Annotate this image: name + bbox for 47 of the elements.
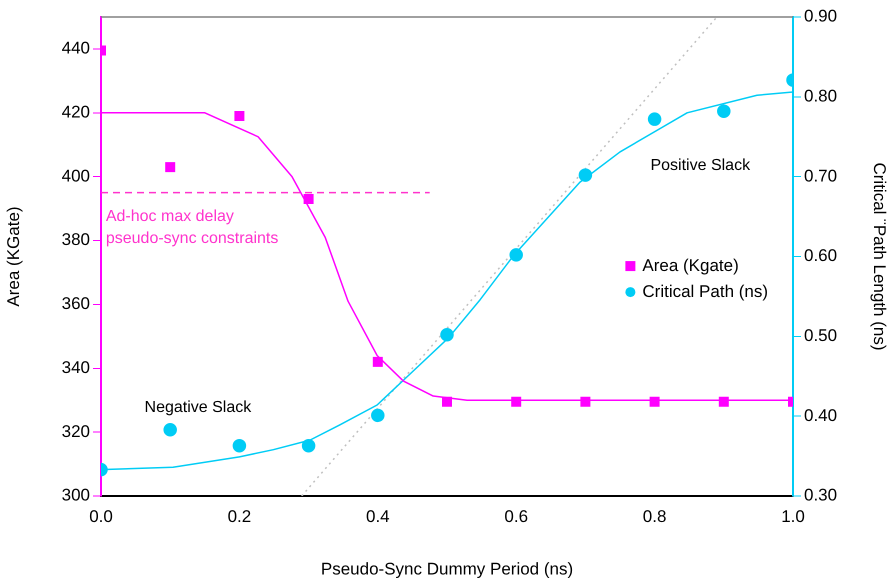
y-tick-label: 380	[62, 230, 90, 250]
point	[511, 396, 522, 407]
y2-tick-label: 0.50	[804, 326, 838, 346]
point	[163, 422, 177, 436]
y2-axis-title: Critical ¨Path Length (ns)	[870, 162, 890, 351]
y2-tick-label: 0.90	[804, 6, 838, 26]
point	[578, 168, 592, 182]
y-tick-label: 420	[62, 102, 90, 122]
x-tick-label: 0.0	[89, 506, 113, 526]
legend-label: Area (Kgate)	[642, 256, 739, 275]
annotation: Ad-hoc max delay pseudo-sync constraints	[106, 208, 278, 248]
point	[304, 194, 314, 204]
point	[442, 396, 452, 407]
point	[580, 396, 590, 407]
point	[302, 438, 316, 452]
x-tick-label: 1.0	[781, 506, 805, 526]
point	[372, 356, 383, 367]
x-tick-label: 0.6	[504, 506, 528, 526]
y-axis-title: Area (KGate)	[4, 206, 23, 307]
point	[232, 438, 246, 452]
point	[165, 162, 176, 172]
x-tick-label: 0.4	[366, 506, 390, 526]
point	[718, 396, 729, 407]
y2-tick-label: 0.70	[804, 166, 838, 186]
y-tick-label: 400	[62, 166, 90, 186]
y2-tick-label: 0.80	[804, 86, 838, 106]
y2-tick-label: 0.30	[804, 486, 838, 505]
annotation: Positive Slack	[650, 156, 752, 174]
x-tick-label: 0.8	[642, 506, 666, 526]
annotation: Negative Slack	[144, 398, 252, 416]
point	[440, 328, 454, 342]
point	[234, 111, 244, 121]
point	[717, 104, 731, 118]
y-tick-label: 360	[62, 294, 90, 314]
point	[648, 112, 662, 126]
y-tick-label: 440	[62, 38, 90, 58]
y-tick-label: 320	[62, 422, 90, 441]
y-tick-label: 300	[62, 486, 90, 505]
x-tick-label: 0.2	[228, 506, 252, 526]
y2-tick-label: 0.40	[804, 406, 838, 425]
y-tick-label: 340	[62, 358, 90, 377]
point	[650, 396, 660, 407]
legend-label: Critical Path (ns)	[642, 282, 768, 301]
point	[371, 408, 385, 422]
point	[509, 248, 523, 262]
x-axis-title: Pseudo-Sync Dummy Period (ns)	[320, 559, 574, 578]
y2-tick-label: 0.60	[804, 246, 838, 266]
